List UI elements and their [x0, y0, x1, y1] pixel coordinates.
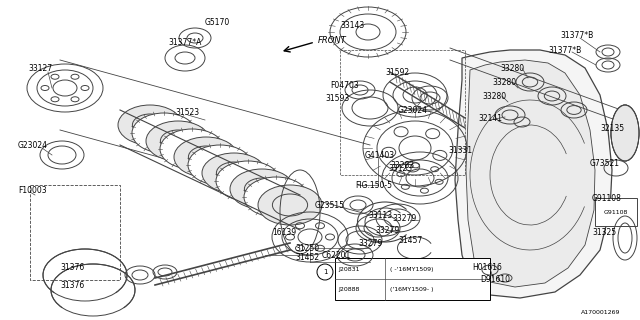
Text: H01616: H01616 [472, 263, 502, 273]
Text: G5170: G5170 [205, 18, 230, 27]
Text: 33280: 33280 [482, 92, 506, 100]
Ellipse shape [216, 161, 280, 201]
Text: 31376: 31376 [60, 281, 84, 290]
Text: F10003: F10003 [18, 186, 47, 195]
Text: 31376: 31376 [60, 262, 84, 271]
Text: ( -'16MY1509): ( -'16MY1509) [390, 267, 433, 271]
Text: 33283: 33283 [390, 161, 414, 170]
Bar [595, 198, 637, 226]
Text: 33279: 33279 [358, 238, 382, 247]
Text: G91108: G91108 [604, 210, 628, 214]
Text: G91108: G91108 [592, 194, 622, 203]
Text: J20831: J20831 [338, 267, 360, 271]
Text: 31592: 31592 [385, 68, 409, 76]
Text: G73521: G73521 [590, 158, 620, 167]
Text: G23024: G23024 [398, 106, 428, 115]
Text: J20888: J20888 [338, 286, 360, 292]
Bar [335, 258, 490, 300]
Text: 31377*A: 31377*A [168, 37, 202, 46]
Polygon shape [466, 60, 595, 287]
Ellipse shape [230, 169, 294, 209]
Text: 31377*B: 31377*B [560, 30, 593, 39]
Polygon shape [455, 50, 612, 298]
Text: 33127: 33127 [28, 63, 52, 73]
Text: FRONT: FRONT [318, 36, 347, 44]
Ellipse shape [118, 105, 182, 145]
Ellipse shape [258, 185, 322, 225]
Text: 31523: 31523 [175, 108, 199, 116]
Text: FIG.150-5: FIG.150-5 [355, 180, 392, 189]
Text: 31325: 31325 [592, 228, 616, 236]
Text: 16139: 16139 [272, 228, 296, 236]
Text: 33279: 33279 [392, 213, 416, 222]
Text: 33280: 33280 [500, 63, 524, 73]
Text: F04703: F04703 [330, 81, 359, 90]
Text: 31452: 31452 [295, 253, 319, 262]
Text: 33279: 33279 [375, 226, 399, 235]
Ellipse shape [611, 105, 639, 161]
Text: 31457: 31457 [398, 236, 422, 244]
Text: ('16MY1509- ): ('16MY1509- ) [390, 286, 433, 292]
Text: 31377*B: 31377*B [548, 45, 581, 54]
Text: 33143: 33143 [340, 20, 364, 29]
Ellipse shape [174, 137, 238, 177]
Text: 33123: 33123 [388, 164, 412, 172]
Text: G23515: G23515 [315, 201, 345, 210]
Ellipse shape [202, 153, 266, 193]
Text: 31331: 31331 [448, 146, 472, 155]
Text: A170001269: A170001269 [580, 309, 620, 315]
Text: G23024: G23024 [18, 140, 48, 149]
Text: 32135: 32135 [600, 124, 624, 132]
Text: G41403: G41403 [365, 150, 395, 159]
Text: 1: 1 [323, 269, 327, 275]
Ellipse shape [160, 129, 224, 169]
Text: 33280: 33280 [492, 77, 516, 86]
Ellipse shape [146, 121, 210, 161]
Ellipse shape [132, 113, 196, 153]
Ellipse shape [188, 145, 252, 185]
Text: 31250: 31250 [295, 244, 319, 252]
Text: 31593: 31593 [325, 93, 349, 102]
Text: 32141: 32141 [478, 114, 502, 123]
Text: D91610: D91610 [480, 276, 510, 284]
Text: C62201: C62201 [322, 251, 351, 260]
Ellipse shape [244, 177, 308, 217]
Text: 33113: 33113 [368, 211, 392, 220]
